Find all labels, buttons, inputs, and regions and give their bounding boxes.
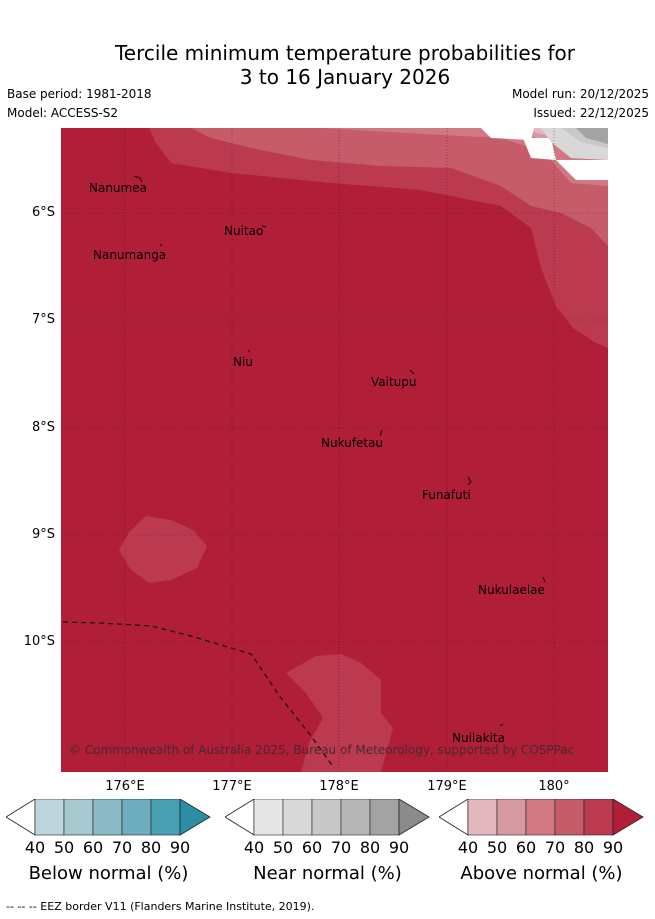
cb-near-tick-60: 60 (301, 838, 323, 857)
colorbar-below-swatch-60 (92, 799, 123, 836)
model-run: Model run: 20/12/2025 (511, 87, 649, 101)
copyright-notice: © Commonwealth of Australia 2025, Bureau… (69, 743, 575, 757)
place-nanumea: Nanumea (89, 181, 147, 195)
place-funafuti: Funafuti (422, 488, 471, 502)
colorbar-near-max-arrow (398, 799, 430, 836)
colorbar-below (6, 799, 211, 836)
cb-above-tick-60: 60 (515, 838, 537, 857)
cb-below-tick-90: 90 (169, 838, 191, 857)
colorbar-near-swatch-60 (311, 799, 342, 836)
colorbar-below-swatch-70 (121, 799, 152, 836)
zone-above-80-west (119, 516, 207, 583)
gridlines (61, 128, 608, 772)
cb-near-tick-80: 80 (359, 838, 381, 857)
colorbar-below-swatch-50 (63, 799, 94, 836)
cb-near-tick-50: 50 (272, 838, 294, 857)
cb-above-tick-50: 50 (486, 838, 508, 857)
colorbar-below-swatches (34, 799, 181, 836)
place-nuitao: Nuitao (224, 224, 264, 238)
colorbar-above-swatch-50 (496, 799, 527, 836)
colorbar-near-swatch-50 (282, 799, 313, 836)
lon-label-180: 180° (538, 779, 570, 794)
place-nuilakita: Nuilakita (452, 731, 505, 745)
zone-white-2 (523, 138, 556, 160)
probability-map[interactable] (61, 128, 608, 772)
zone-white-1 (481, 128, 534, 140)
cb-above-tick-80: 80 (573, 838, 595, 857)
lat-label-10s: 10°S (23, 634, 55, 649)
colorbar-near-swatch-40 (253, 799, 284, 836)
cb-near-tick-70: 70 (330, 838, 352, 857)
island-vaitupu (409, 369, 415, 375)
eez-border (62, 621, 335, 769)
colorbar-above-swatch-80 (583, 799, 614, 836)
cb-above-tick-70: 70 (544, 838, 566, 857)
zone-near-80 (576, 128, 608, 144)
island-niu (247, 349, 251, 353)
cb-above-tick-90: 90 (602, 838, 624, 857)
lat-label-9s: 9°S (31, 527, 55, 542)
colorbar-near-swatch-70 (340, 799, 371, 836)
island-nanumea (133, 175, 143, 183)
cb-below-tick-50: 50 (53, 838, 75, 857)
eez-legend-footer: -- -- -- EEZ border V11 (Flanders Marine… (6, 900, 315, 913)
lon-label-177e: 177°E (212, 779, 252, 794)
island-nukulaelae (542, 576, 546, 583)
cb-below-tick-70: 70 (111, 838, 133, 857)
place-nukufetau: Nukufetau (321, 436, 384, 450)
colorbar-above-swatches (467, 799, 614, 836)
colorbar-near-swatches (253, 799, 400, 836)
colorbar-below-label: Below normal (%) (28, 863, 189, 884)
map-title-line2: 3 to 16 January 2026 (239, 65, 451, 89)
island-nuitao (261, 225, 267, 228)
colorbar-above-swatch-40 (467, 799, 498, 836)
cb-below-tick-80: 80 (140, 838, 162, 857)
place-nanumanga: Nanumanga (93, 248, 167, 262)
colorbar-near (225, 799, 430, 836)
lat-label-8s: 8°S (31, 420, 55, 435)
map-title-line1: Tercile minimum temperature probabilitie… (114, 41, 576, 65)
island-funafuti (467, 476, 472, 486)
zone-above-70 (191, 128, 608, 246)
island-nanumanga (159, 243, 163, 247)
island-nuilakita (499, 723, 504, 727)
model-name: Model: ACCESS-S2 (7, 106, 119, 120)
lon-label-178e: 178°E (319, 779, 359, 794)
cb-near-tick-90: 90 (388, 838, 410, 857)
base-period: Base period: 1981-2018 (7, 87, 152, 101)
colorbar-below-swatch-80 (150, 799, 181, 836)
cb-below-tick-60: 60 (82, 838, 104, 857)
colorbar-above-swatch-60 (525, 799, 556, 836)
colorbar-near-label: Near normal (%) (253, 863, 402, 884)
colorbar-below-swatch-40 (34, 799, 65, 836)
cb-above-tick-40: 40 (457, 838, 479, 857)
colorbar-below-max-arrow (179, 799, 211, 836)
cb-near-tick-40: 40 (243, 838, 265, 857)
colorbar-near-swatch-80 (369, 799, 400, 836)
island-nukufetau (379, 429, 383, 437)
colorbar-above-min-arrow (439, 799, 469, 836)
cb-below-tick-40: 40 (24, 838, 46, 857)
zone-above-80-south (286, 654, 393, 772)
colorbar-above (439, 799, 644, 836)
lon-label-176e: 176°E (105, 779, 145, 794)
lat-label-6s: 6°S (31, 205, 55, 220)
place-nukulaelae: Nukulaelae (478, 583, 545, 597)
colorbar-above-label: Above normal (%) (460, 863, 623, 884)
colorbar-above-max-arrow (612, 799, 644, 836)
island-outlines (133, 175, 546, 727)
place-vaitupu: Vaitupu (371, 375, 417, 389)
lat-label-7s: 7°S (31, 312, 55, 327)
lon-label-179e: 179°E (427, 779, 467, 794)
colorbar-near-min-arrow (225, 799, 255, 836)
zone-white-3 (556, 160, 608, 180)
colorbar-below-min-arrow (6, 799, 36, 836)
colorbar-above-swatch-70 (554, 799, 585, 836)
place-niu: Niu (233, 355, 253, 369)
issued-date: Issued: 22/12/2025 (533, 106, 649, 120)
